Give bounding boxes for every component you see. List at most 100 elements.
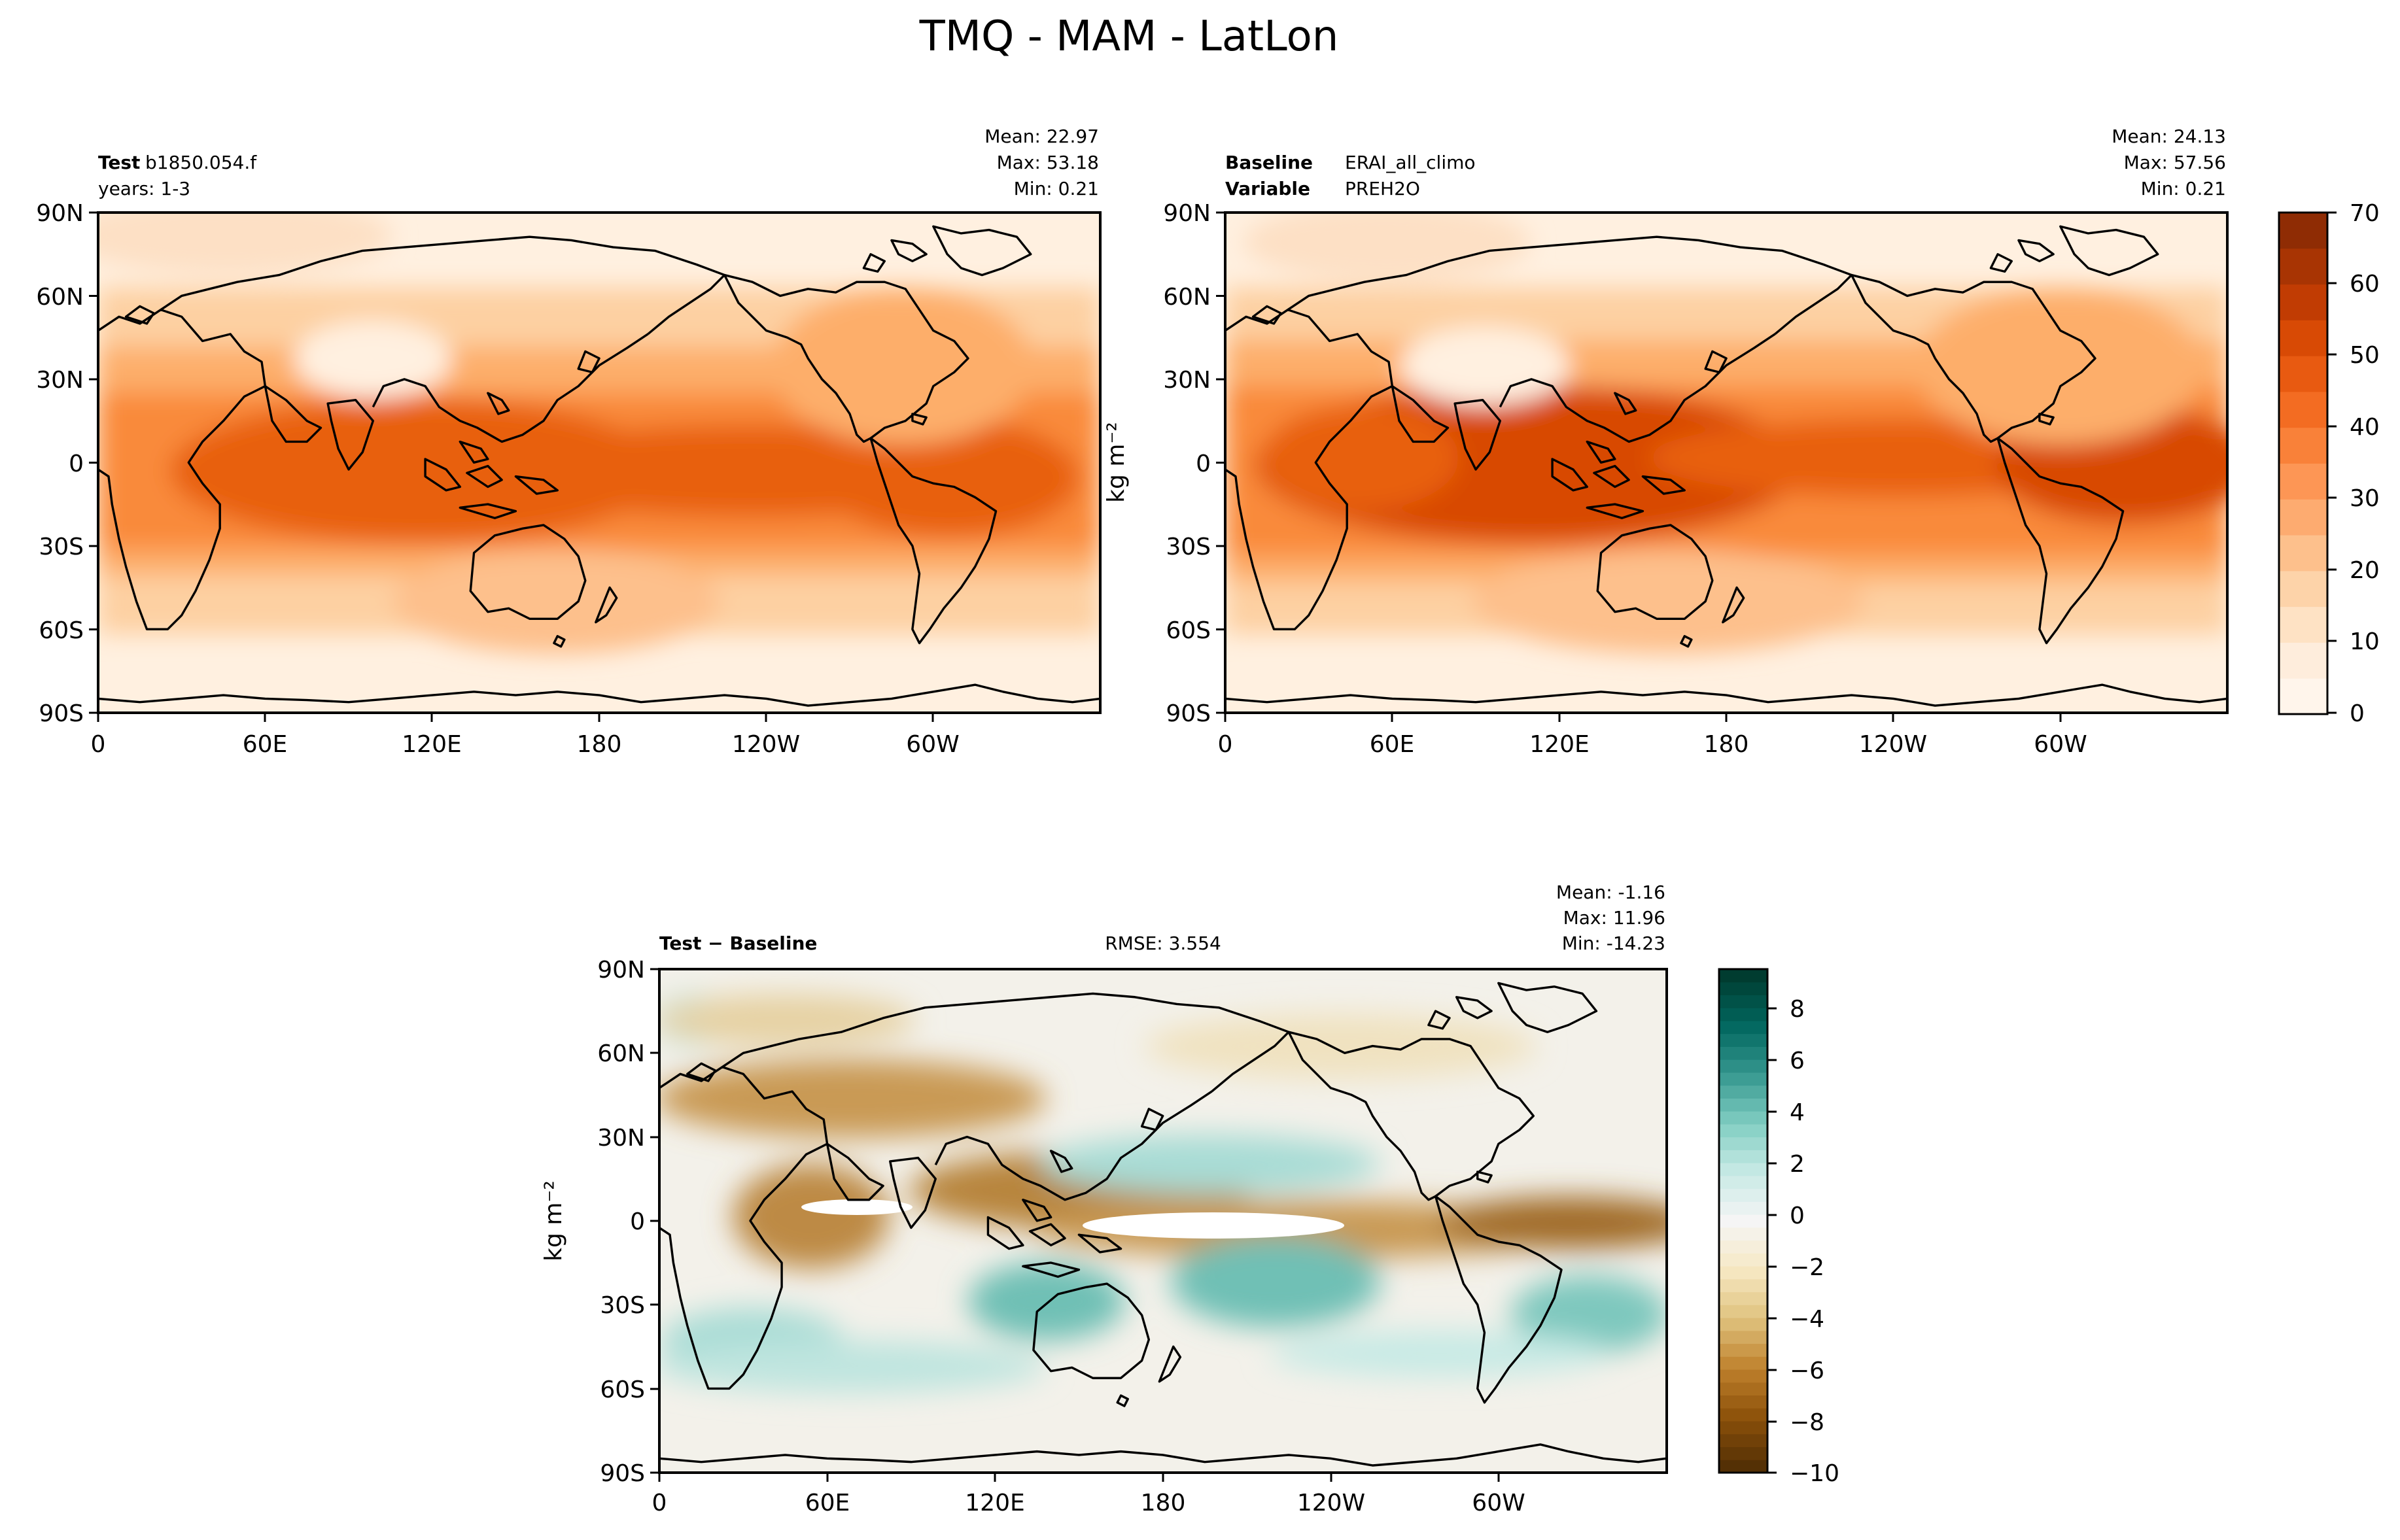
diff-yaxis — [650, 968, 659, 1474]
brbg-tick: −6 — [1790, 1358, 1824, 1384]
baseline-ytick: 90N — [1163, 200, 1211, 227]
test-label: Test — [98, 152, 140, 173]
diff-xaxis — [658, 1473, 1500, 1482]
brbg-colorbar-segment — [1719, 1175, 1767, 1189]
oranges-colorbar-segment — [2279, 213, 2327, 249]
diff-xtick: 120W — [1297, 1490, 1365, 1516]
baseline-min: Min: 0.21 — [2141, 178, 2226, 199]
oranges-colorbar — [2279, 213, 2327, 715]
test-xtick: 60E — [243, 731, 288, 758]
brbg-colorbar-segment — [1719, 1059, 1767, 1073]
brbg-colorbar-segment — [1719, 969, 1767, 983]
test-ytick: 30N — [36, 367, 84, 394]
panel-baseline: Baseline ERAI_all_climo Variable PREH2O … — [1103, 126, 2380, 758]
baseline-mean: Mean: 24.13 — [2112, 126, 2226, 147]
brbg-colorbar-segment — [1719, 1395, 1767, 1409]
diff-ytick: 90N — [597, 957, 645, 984]
oranges-colorbar-segment — [2279, 678, 2327, 715]
oranges-tick: 40 — [2350, 414, 2380, 441]
baseline-xaxis — [1224, 713, 2062, 722]
brbg-tick: 6 — [1790, 1048, 1805, 1074]
oranges-colorbar-segment — [2279, 570, 2327, 607]
baseline-xtick: 60E — [1370, 731, 1415, 758]
oranges-colorbar-segment — [2279, 499, 2327, 536]
oranges-tick: 50 — [2350, 342, 2380, 369]
test-xaxis — [97, 713, 934, 722]
brbg-colorbar-segment — [1719, 1150, 1767, 1163]
diff-max: Max: 11.96 — [1563, 907, 1665, 929]
oranges-colorbar-segment — [2279, 463, 2327, 500]
test-ytick: 30S — [39, 534, 84, 560]
brbg-colorbar-segment — [1719, 1433, 1767, 1448]
brbg-colorbar-segment — [1719, 1408, 1767, 1422]
brbg-colorbar-segment — [1719, 1343, 1767, 1357]
brbg-colorbar-segment — [1719, 1278, 1767, 1293]
baseline-ytick: 0 — [1196, 451, 1211, 477]
diff-ytick: 0 — [630, 1208, 645, 1235]
oranges-colorbar-segment — [2279, 535, 2327, 572]
oranges-colorbar-segment — [2279, 320, 2327, 356]
brbg-colorbar-segment — [1719, 1188, 1767, 1202]
baseline-field — [1225, 213, 2227, 713]
diff-xtick: 60W — [1472, 1490, 1525, 1516]
brbg-colorbar-segment — [1719, 1163, 1767, 1176]
oranges-colorbar-segment — [2279, 284, 2327, 320]
brbg-colorbar-segment — [1719, 1020, 1767, 1035]
oranges-colorbar-segment — [2279, 356, 2327, 392]
brbg-tick: −4 — [1790, 1306, 1824, 1333]
panel-test: Test b1850.054.f years: 1-3 Mean: 22.97 … — [36, 126, 1102, 758]
diff-field — [659, 969, 1667, 1473]
test-ytick: 60S — [39, 617, 84, 644]
brbg-colorbar-segment — [1719, 1330, 1767, 1344]
brbg-colorbar-segment — [1719, 1098, 1767, 1112]
baseline-yaxis — [1216, 211, 1225, 714]
test-ytick: 90S — [39, 700, 84, 727]
test-field — [98, 213, 1100, 713]
brbg-colorbar-segment — [1719, 1072, 1767, 1086]
baseline-label: Baseline — [1225, 152, 1313, 173]
baseline-xtick: 120W — [1859, 731, 1927, 758]
oranges-tick: 30 — [2350, 485, 2380, 512]
brbg-colorbar-segment — [1719, 1292, 1767, 1305]
baseline-ytick: 30S — [1166, 534, 1211, 560]
brbg-colorbar-segment — [1719, 1137, 1767, 1150]
test-xtick: 0 — [91, 731, 106, 758]
brbg-colorbar-segment — [1719, 1446, 1767, 1460]
brbg-colorbar-segment — [1719, 1201, 1767, 1215]
test-ytick: 60N — [36, 284, 84, 311]
brbg-colorbar-segment — [1719, 1046, 1767, 1060]
oranges-tick: 10 — [2350, 628, 2380, 655]
oranges-colorbar-segment — [2279, 248, 2327, 285]
diff-label: Test − Baseline — [659, 933, 817, 954]
brbg-colorbar-segment — [1719, 1266, 1767, 1280]
oranges-tick: 70 — [2350, 200, 2380, 227]
baseline-label-value: ERAI_all_climo — [1345, 152, 1476, 173]
baseline-max: Max: 57.56 — [2124, 152, 2226, 173]
diff-mean: Mean: -1.16 — [1556, 881, 1665, 903]
baseline-xtick: 120E — [1529, 731, 1589, 758]
brbg-colorbar-segment — [1719, 1460, 1767, 1473]
test-xtick: 180 — [577, 731, 622, 758]
baseline-xtick: 0 — [1218, 731, 1233, 758]
figure-title: TMQ - MAM - LatLon — [919, 12, 1339, 61]
test-mean: Mean: 22.97 — [984, 126, 1099, 147]
brbg-tick: 8 — [1790, 996, 1805, 1023]
oranges-colorbar-segment — [2279, 606, 2327, 643]
brbg-tick: 0 — [1790, 1203, 1805, 1229]
diff-xtick: 0 — [652, 1490, 667, 1516]
diff-min: Min: -14.23 — [1562, 933, 1665, 954]
brbg-colorbar-segment — [1719, 1356, 1767, 1370]
oranges-colorbar-segment — [2279, 391, 2327, 428]
brbg-tick: −8 — [1790, 1409, 1824, 1436]
test-max: Max: 53.18 — [997, 152, 1099, 173]
test-label-value: b1850.054.f — [145, 152, 257, 173]
test-xtick: 60W — [906, 731, 959, 758]
baseline-ytick: 60S — [1166, 617, 1211, 644]
brbg-colorbar-segment — [1719, 1214, 1767, 1228]
brbg-colorbar-segment — [1719, 1382, 1767, 1396]
brbg-colorbar-segment — [1719, 1227, 1767, 1241]
brbg-colorbar-segment — [1719, 1421, 1767, 1435]
panel-diff: Test − Baseline RMSE: 3.554 Mean: -1.16 … — [540, 881, 1839, 1516]
brbg-tick: 2 — [1790, 1151, 1805, 1178]
brbg-colorbar-segment — [1719, 1123, 1767, 1138]
